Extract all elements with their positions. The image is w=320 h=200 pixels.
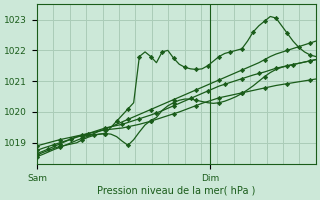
X-axis label: Pression niveau de la mer( hPa ): Pression niveau de la mer( hPa ) xyxy=(97,186,256,196)
